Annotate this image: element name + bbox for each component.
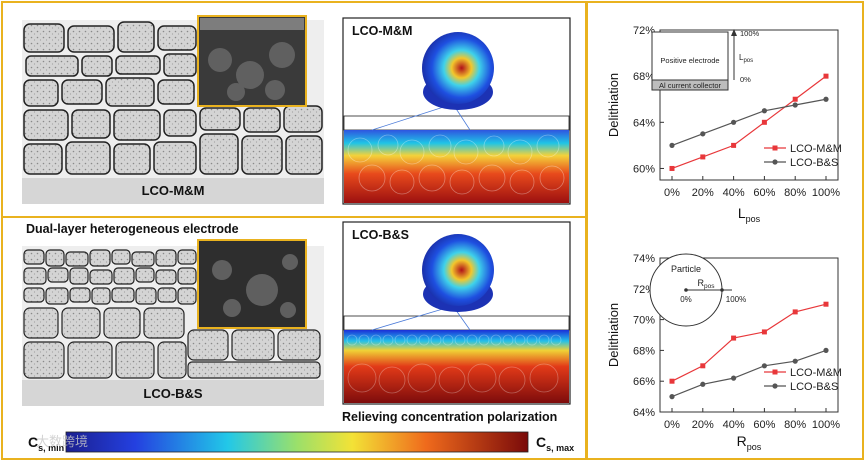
- chart-0-series-0-point: [823, 73, 829, 79]
- chart-0-xtick-label: 40%: [723, 187, 745, 199]
- simulation-top: [342, 17, 571, 205]
- chart-1-legend-label: LCO-B&S: [790, 381, 838, 393]
- chart-1-series-1-point: [792, 358, 798, 364]
- inset-electrode-label: Positive electrode: [660, 56, 719, 65]
- chart-0-series-0-point: [731, 142, 737, 148]
- chart-0-series-1-point: [669, 142, 675, 148]
- inset-right-tick: 100%: [726, 295, 746, 304]
- chart-0-xtick-label: 60%: [753, 187, 775, 199]
- chart-0-series-1-line: [671, 98, 827, 146]
- chart-0-xtick-label: 100%: [812, 187, 840, 199]
- inset-arrow-head: [731, 29, 737, 36]
- chart-0-series-0-point: [792, 96, 798, 102]
- chart-1-xtick-label: 20%: [692, 419, 714, 431]
- inset-axis-label: Rpos: [698, 278, 716, 290]
- chart-1-legend-marker: [772, 369, 778, 375]
- chart-0-series-1-point: [823, 96, 829, 102]
- chart-0-legend-marker: [772, 145, 778, 151]
- electrode-top: [22, 15, 324, 204]
- chart-1-ytick-label: 66%: [633, 376, 655, 388]
- inset-left-tick: 0%: [680, 295, 692, 304]
- chart-0-ytick-label: 68%: [633, 71, 655, 83]
- colorbar-min-label: Cs, min: [28, 434, 65, 453]
- chart-1-series-0-line: [671, 303, 827, 382]
- chart-0-series-1-point: [792, 102, 798, 108]
- chart-0-ytick-label: 72%: [633, 25, 655, 37]
- chart-0-series-0-line: [671, 75, 827, 170]
- chart-1-series-0-point: [669, 378, 675, 384]
- bottom-electrode-label: LCO-B&S: [143, 386, 203, 401]
- dual-layer-title: Dual-layer heterogeneous electrode: [26, 222, 239, 236]
- simulation-bottom: [342, 221, 571, 405]
- chart-0-xtick-label: 80%: [784, 187, 806, 199]
- chart-0-xtick-label: 20%: [692, 187, 714, 199]
- chart-1-xtick-label: 100%: [812, 419, 840, 431]
- chart-1-ytick-label: 70%: [633, 315, 655, 327]
- chart-1-ytick-label: 68%: [633, 345, 655, 357]
- chart-1-series-1-point: [669, 394, 675, 400]
- chart-1-series-0-point: [792, 309, 798, 315]
- chart-1-series-1-point: [700, 381, 706, 387]
- relieving-caption: Relieving concentration polarization: [342, 410, 558, 424]
- chart-1-xtick-label: 0%: [664, 419, 680, 431]
- chart-0-series-1-point: [761, 108, 767, 114]
- chart-0-series-0-point: [700, 154, 706, 160]
- chart-1-ylabel: Delithiation: [606, 303, 621, 367]
- chart-1-series-1-point: [823, 347, 829, 353]
- inset-collector-box: [651, 79, 729, 91]
- sim-top-label: LCO-M&M: [352, 24, 413, 38]
- delithiation-charts: 60% 64% 68% 72% 0% 20% 40% 60% 80% 100% Delithiati…: [606, 25, 842, 452]
- chart-1-series-0-point: [761, 329, 767, 335]
- chart-0-series-1-point: [700, 131, 706, 137]
- chart-0-series-0-point: [669, 165, 675, 171]
- chart-0-ytick-label: 64%: [633, 117, 655, 129]
- top-electrode-label: LCO-M&M: [141, 183, 205, 198]
- chart-0-legend-label: LCO-B&S: [790, 157, 838, 169]
- chart-0-legend-marker: [772, 159, 778, 165]
- chart-1-legend-marker: [772, 383, 778, 389]
- inset-edge-dot: [720, 288, 724, 292]
- electrode-illustrations: [22, 15, 571, 453]
- colorbar-max-label: Cs, max: [536, 434, 575, 453]
- chart-1-xtick-label: 60%: [753, 419, 775, 431]
- chart-1-xtick-label: 80%: [784, 419, 806, 431]
- inset-top-tick: 100%: [740, 29, 760, 38]
- inset-particle-title: Particle: [671, 264, 701, 274]
- inset-center-dot: [684, 288, 688, 292]
- chart-0-legend-label: LCO-M&M: [790, 143, 842, 155]
- chart-1-xlabel: Rpos: [737, 433, 762, 452]
- color-bar: [65, 431, 529, 453]
- chart-0-xtick-label: 0%: [664, 187, 680, 199]
- chart-1-legend-label: LCO-M&M: [790, 367, 842, 379]
- chart-1-series-1-point: [731, 375, 737, 381]
- inset-bottom-tick: 0%: [740, 75, 751, 84]
- chart-0-series-1-point: [731, 119, 737, 125]
- electrode-bottom: [22, 239, 324, 406]
- chart-1-series-0-point: [731, 335, 737, 341]
- chart-1-ytick-label: 74%: [633, 253, 655, 265]
- chart-0-ylabel: Delithiation: [606, 73, 621, 137]
- chart-0-frame: [659, 29, 839, 181]
- inset-collector-label: Al current collector: [659, 81, 722, 90]
- watermark: 大数跨境: [36, 434, 89, 449]
- chart-1-series-0-point: [700, 363, 706, 369]
- chart-1-frame: [659, 257, 839, 413]
- inset-axis-label: Lpos: [739, 53, 753, 64]
- chart-1-series-1-point: [761, 363, 767, 369]
- chart-0-ytick-label: 60%: [633, 163, 655, 175]
- chart-1-xtick-label: 40%: [723, 419, 745, 431]
- chart-0-xlabel: Lpos: [738, 205, 761, 224]
- right-frame: [586, 1, 864, 460]
- chart-0-series-0-point: [761, 119, 767, 125]
- sim-bottom-label: LCO-B&S: [352, 228, 409, 242]
- chart-1-ytick-label: 64%: [633, 407, 655, 419]
- chart-1-series-0-point: [823, 301, 829, 307]
- chart-1-series-1-line: [671, 349, 827, 398]
